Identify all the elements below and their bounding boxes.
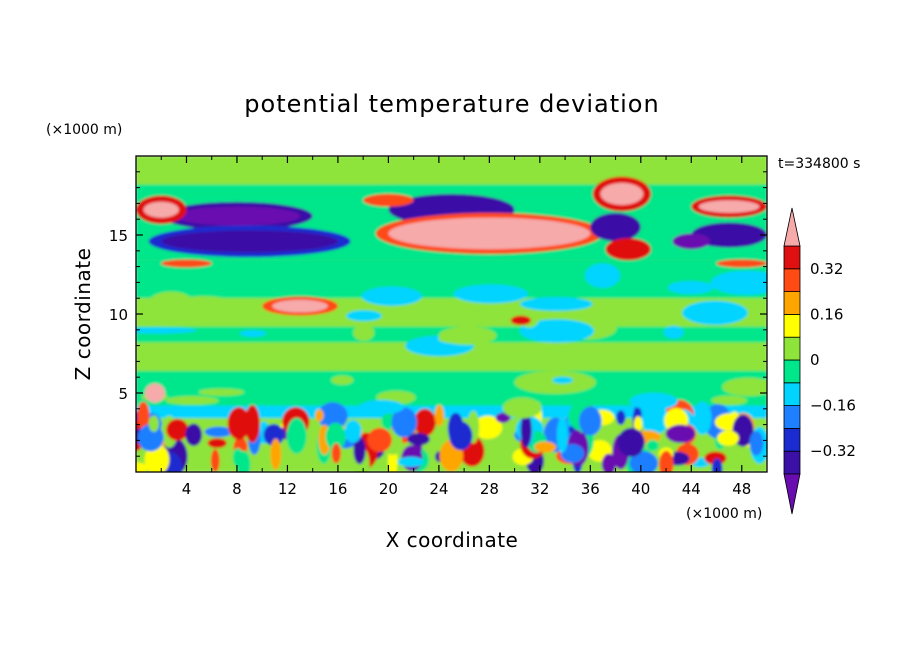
colorbar-tick-label: 0.32 xyxy=(810,260,843,278)
x-tick-label: 28 xyxy=(480,480,499,498)
x-tick-label: 16 xyxy=(328,480,347,498)
x-tick-label: 44 xyxy=(682,480,701,498)
y-unit-label: (×1000 m) xyxy=(46,122,122,138)
x-tick-label: 36 xyxy=(581,480,600,498)
contour-field xyxy=(136,156,767,472)
chart-title: potential temperature deviation xyxy=(244,90,659,118)
y-axis: 5 10 15 xyxy=(109,171,767,457)
x-tick-label: 32 xyxy=(530,480,549,498)
colorbar-swatch xyxy=(783,359,801,384)
x-tick-label: 4 xyxy=(182,480,192,498)
colorbar-swatch xyxy=(783,336,801,361)
colorbar-swatch xyxy=(783,382,801,406)
colorbar-max-arrow xyxy=(783,207,801,247)
colorbar-tick-label: 0.16 xyxy=(810,305,843,323)
x-tick-label: 8 xyxy=(232,480,242,498)
colorbar-min-arrow xyxy=(783,473,801,515)
colorbar-swatch xyxy=(783,427,801,452)
colorbar: 0.32 0.16 0 −0.16 −0.32 xyxy=(783,207,856,515)
y-tick-label: 10 xyxy=(109,306,128,324)
x-tick-label: 12 xyxy=(278,480,297,498)
colorbar-swatch xyxy=(783,245,801,270)
x-unit-label: (×1000 m) xyxy=(686,506,762,522)
x-tick-label: 24 xyxy=(429,480,448,498)
x-axis-title: X coordinate xyxy=(386,528,519,552)
colorbar-swatch xyxy=(783,450,801,475)
y-axis-title: Z coordinate xyxy=(71,248,95,381)
x-tick-label: 20 xyxy=(379,480,398,498)
time-label: t=334800 s xyxy=(778,156,860,172)
colorbar-tick-label: −0.32 xyxy=(810,442,856,460)
x-axis: 4 8 12 16 20 24 28 32 36 40 44 48 xyxy=(160,156,751,498)
x-tick-label: 48 xyxy=(732,480,751,498)
y-tick-label: 5 xyxy=(118,385,128,403)
x-tick-label: 40 xyxy=(631,480,650,498)
colorbar-tick-label: −0.16 xyxy=(810,397,856,415)
colorbar-swatch xyxy=(783,313,801,338)
colorbar-swatch xyxy=(783,405,801,429)
colorbar-swatch xyxy=(783,268,801,292)
colorbar-swatch xyxy=(783,291,801,315)
y-tick-label: 15 xyxy=(109,227,128,245)
colorbar-tick-label: 0 xyxy=(810,351,820,369)
